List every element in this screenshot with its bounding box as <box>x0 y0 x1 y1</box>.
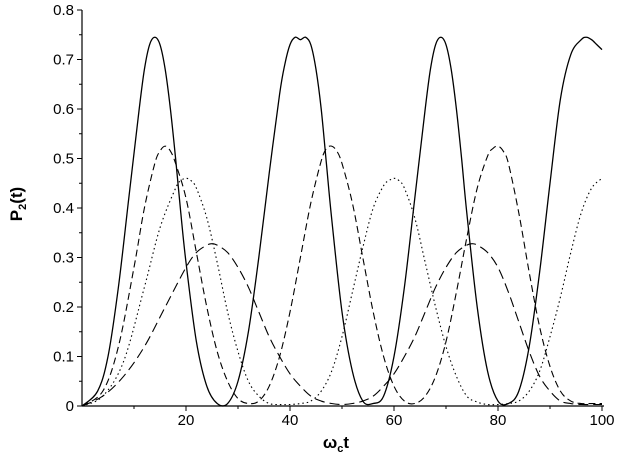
x-axis-label: ωct <box>323 433 350 455</box>
y-axis-label-sub: 2 <box>17 204 29 210</box>
y-tick-label: 0.2 <box>53 299 74 316</box>
y-tick-label: 0.6 <box>53 101 74 118</box>
series-line-dashed <box>81 145 602 407</box>
y-tick-label: 0.5 <box>53 151 74 168</box>
y-tick-label: 0 <box>66 398 74 415</box>
x-tick-label: 80 <box>490 412 507 429</box>
x-axis-label-tail: t <box>343 433 349 452</box>
y-axis-label: P2(t) <box>7 187 29 221</box>
y-tick-label: 0.3 <box>53 250 74 267</box>
x-tick-label: 100 <box>589 412 614 429</box>
x-tick-label: 40 <box>282 412 299 429</box>
y-tick-label: 0.7 <box>53 52 74 69</box>
y-tick-label: 0.8 <box>53 2 74 19</box>
series-line-solid <box>81 36 603 407</box>
axes-layer <box>81 10 604 407</box>
x-ticks: 20 40 60 80 100 <box>133 406 615 429</box>
x-tick-label: 20 <box>178 412 195 429</box>
x-axis-label-sub: c <box>337 443 343 455</box>
series-line-dotted <box>81 177 603 407</box>
x-axis-label-main: ω <box>323 433 337 452</box>
series-line-long-dashed <box>81 243 602 407</box>
y-tick-label: 0.4 <box>53 200 74 217</box>
y-axis-label-main: P <box>7 210 26 221</box>
x-tick-label: 60 <box>386 412 403 429</box>
series-layer <box>81 36 603 407</box>
y-ticks: 0 0.1 0.2 0.3 0.4 0.5 0.6 0.7 0.8 <box>53 2 82 415</box>
y-axis-label-tail: (t) <box>7 187 26 204</box>
y-tick-label: 0.1 <box>53 349 74 366</box>
